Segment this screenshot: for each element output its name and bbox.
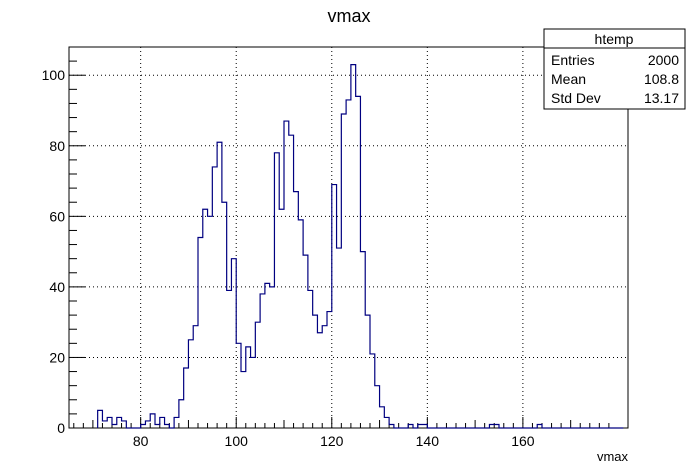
- stats-mean-label: Mean: [551, 71, 586, 87]
- x-tick-label: 140: [416, 433, 440, 449]
- y-tick-label: 60: [49, 208, 65, 224]
- x-tick-labels: 80 100 120 140 160: [133, 433, 535, 449]
- y-tick-label: 80: [49, 138, 65, 154]
- x-tick-label: 120: [320, 433, 344, 449]
- stats-box: htemp Entries 2000 Mean 108.8 Std Dev 13…: [543, 28, 686, 110]
- y-tick-label: 0: [57, 420, 65, 436]
- y-tick-label: 100: [42, 67, 66, 83]
- y-tick-label: 40: [49, 279, 65, 295]
- plot-frame: [68, 46, 629, 429]
- histogram-line: [97, 64, 624, 429]
- chart-title: vmax: [327, 6, 370, 26]
- x-tick-label: 80: [133, 433, 149, 449]
- x-axis-label: vmax: [597, 449, 629, 464]
- y-tick-labels: 0 20 40 60 80 100: [42, 67, 66, 436]
- x-tick-label: 160: [511, 433, 535, 449]
- stats-mean-value: 108.8: [644, 71, 679, 87]
- y-tick-label: 20: [49, 349, 65, 365]
- x-tick-label: 100: [225, 433, 249, 449]
- stats-box-frame: [543, 28, 686, 110]
- stats-entries-value: 2000: [648, 52, 679, 68]
- stats-entries-label: Entries: [551, 52, 595, 68]
- stats-box-title: htemp: [595, 31, 634, 47]
- stats-stddev-label: Std Dev: [551, 90, 601, 106]
- stats-stddev-value: 13.17: [644, 90, 679, 106]
